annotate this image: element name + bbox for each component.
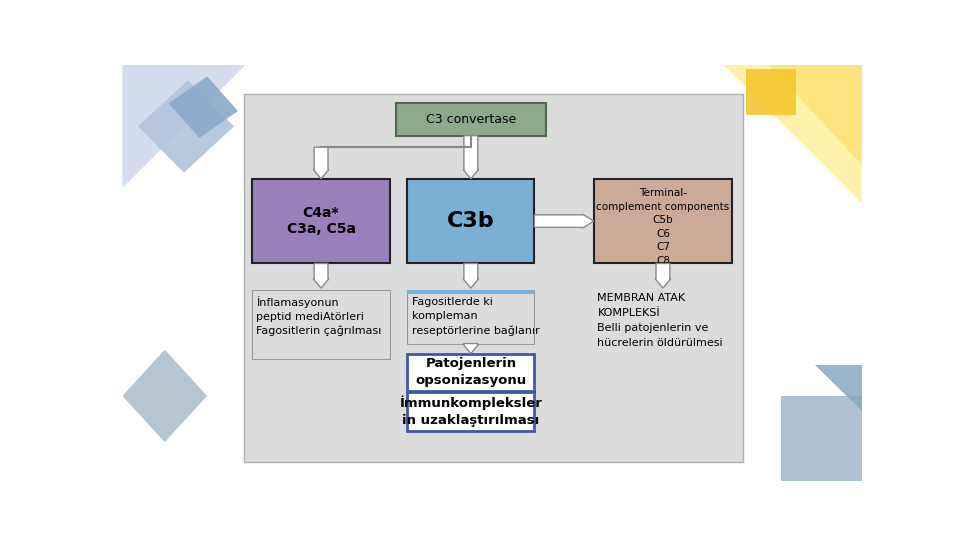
Text: C3b: C3b (447, 211, 494, 231)
FancyBboxPatch shape (407, 354, 535, 390)
FancyBboxPatch shape (244, 94, 743, 462)
Polygon shape (463, 136, 478, 179)
Polygon shape (123, 350, 207, 442)
Text: İmmunkompleksler
in uzaklaştırılması: İmmunkompleksler in uzaklaştırılması (399, 395, 542, 427)
Text: İnflamasyonun
peptid mediAtörleri
Fagositlerin çağrılması: İnflamasyonun peptid mediAtörleri Fagosi… (256, 296, 382, 336)
Text: Terminal-
complement components
C5b
C6
C7
C8
C9: Terminal- complement components C5b C6 C… (596, 188, 730, 280)
Polygon shape (463, 264, 478, 288)
FancyBboxPatch shape (407, 179, 535, 264)
Polygon shape (780, 396, 861, 481)
Polygon shape (463, 343, 478, 354)
FancyBboxPatch shape (593, 179, 732, 264)
Text: Patojenlerin
opsonizasyonu: Patojenlerin opsonizasyonu (415, 357, 526, 387)
Polygon shape (656, 264, 671, 288)
Polygon shape (123, 65, 246, 188)
Polygon shape (313, 147, 328, 179)
Polygon shape (746, 69, 796, 115)
Text: C3 convertase: C3 convertase (425, 113, 516, 126)
Polygon shape (815, 365, 861, 411)
Text: MEMBRAN ATAK
KOMPLEKSİ
Belli patojenlerin ve
hücrelerin öldürülmesi: MEMBRAN ATAK KOMPLEKSİ Belli patojenleri… (597, 294, 723, 348)
Polygon shape (535, 214, 593, 228)
Polygon shape (313, 264, 328, 288)
Polygon shape (723, 65, 861, 204)
FancyBboxPatch shape (252, 289, 391, 359)
Polygon shape (169, 76, 238, 138)
FancyBboxPatch shape (252, 179, 391, 264)
FancyBboxPatch shape (407, 289, 535, 294)
Polygon shape (769, 65, 861, 165)
FancyBboxPatch shape (396, 103, 546, 136)
FancyBboxPatch shape (407, 392, 535, 430)
Text: C4a*
C3a, C5a: C4a* C3a, C5a (286, 206, 355, 236)
Polygon shape (138, 80, 234, 173)
Text: Fagositlerde ki
kompleman
reseptörlerine bağlanır: Fagositlerde ki kompleman reseptörlerine… (412, 298, 540, 336)
FancyBboxPatch shape (407, 289, 535, 343)
